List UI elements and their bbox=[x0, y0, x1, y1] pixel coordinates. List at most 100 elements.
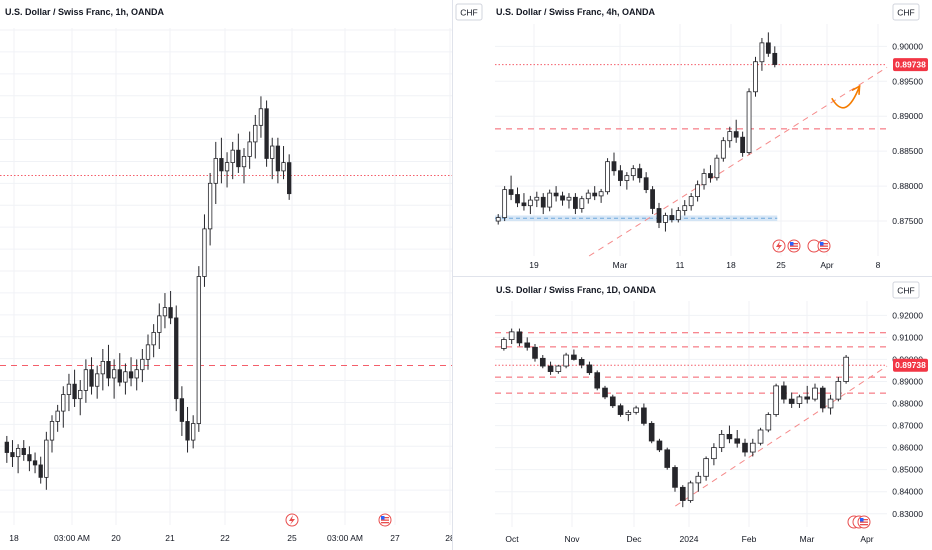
candle bbox=[66, 373, 72, 412]
current-price-badge: 0.89738 bbox=[893, 58, 928, 72]
candle bbox=[592, 186, 598, 201]
candle bbox=[128, 357, 134, 387]
candle bbox=[134, 359, 139, 391]
candle bbox=[123, 363, 128, 395]
candle bbox=[117, 353, 122, 387]
candle bbox=[185, 406, 190, 453]
candle bbox=[21, 440, 26, 461]
x-tick-label: Mar bbox=[613, 260, 628, 270]
candle bbox=[202, 214, 207, 287]
chart-title: U.S. Dollar / Swiss Franc, 1D, OANDA bbox=[496, 285, 657, 295]
candle bbox=[61, 386, 66, 428]
candle bbox=[687, 480, 694, 503]
candle bbox=[563, 352, 569, 369]
candle bbox=[624, 172, 630, 190]
currency-badge[interactable]: CHF bbox=[455, 3, 483, 21]
flash-event-icon[interactable] bbox=[285, 513, 299, 527]
candle bbox=[579, 195, 585, 213]
candle bbox=[656, 202, 662, 229]
y-tick-label: 0.85000 bbox=[892, 465, 923, 475]
current-price-label: 0.89738 bbox=[895, 60, 926, 70]
candle bbox=[835, 377, 842, 402]
us-flag-event-icon-group[interactable] bbox=[807, 239, 831, 253]
candle bbox=[843, 355, 849, 384]
chart-1d[interactable]: U.S. Dollar / Swiss Franc, 1D, OANDA CHF… bbox=[453, 277, 932, 550]
candle bbox=[753, 56, 758, 97]
candle bbox=[534, 191, 540, 208]
y-tick-label: 0.87000 bbox=[892, 421, 923, 431]
y-tick-label: 0.88500 bbox=[892, 146, 923, 156]
candle bbox=[140, 348, 145, 383]
vertical-divider bbox=[452, 0, 453, 550]
candle bbox=[578, 357, 585, 369]
us-flag-event-icon[interactable] bbox=[378, 513, 392, 527]
candle bbox=[27, 446, 32, 472]
us-flag-event-icon[interactable] bbox=[787, 239, 801, 253]
y-tick-label: 0.87500 bbox=[892, 216, 923, 226]
x-tick-label: 8 bbox=[876, 260, 881, 270]
candle bbox=[765, 32, 771, 57]
x-tick-label: 19 bbox=[529, 260, 539, 270]
candle bbox=[571, 349, 577, 361]
candle bbox=[598, 188, 604, 203]
candle bbox=[281, 146, 286, 180]
candle bbox=[15, 444, 21, 474]
flash-event-icon[interactable] bbox=[772, 239, 786, 253]
candle bbox=[516, 328, 523, 347]
candle bbox=[609, 394, 616, 408]
candle bbox=[727, 126, 733, 148]
candle bbox=[44, 431, 49, 490]
candle bbox=[508, 328, 515, 344]
candle bbox=[275, 137, 281, 184]
candle bbox=[151, 324, 156, 358]
candle bbox=[174, 305, 179, 412]
candle bbox=[191, 415, 196, 449]
candle bbox=[219, 137, 224, 184]
candle bbox=[111, 359, 117, 399]
candle bbox=[611, 152, 617, 176]
candle bbox=[648, 421, 655, 444]
candle bbox=[32, 452, 38, 474]
candle bbox=[145, 334, 151, 370]
candle bbox=[213, 141, 218, 205]
candle bbox=[682, 200, 688, 216]
candle bbox=[781, 381, 787, 404]
currency-badge-right[interactable]: CHF bbox=[892, 3, 920, 21]
chart-4h[interactable]: U.S. Dollar / Swiss Franc, 4h, OANDA CHF… bbox=[453, 0, 932, 276]
candle bbox=[679, 485, 686, 508]
x-tick-label: Apr bbox=[820, 260, 833, 270]
x-tick-label: Dec bbox=[626, 534, 642, 544]
candle bbox=[547, 361, 554, 375]
x-tick-label: 11 bbox=[676, 260, 685, 270]
us-flag-event-icon-group[interactable] bbox=[847, 515, 871, 529]
candle bbox=[553, 186, 559, 202]
candle bbox=[637, 163, 643, 183]
candle bbox=[720, 137, 726, 162]
projection-arrow[interactable] bbox=[831, 85, 861, 109]
candle bbox=[49, 415, 55, 453]
candle bbox=[669, 208, 675, 223]
candle bbox=[734, 429, 741, 448]
chart-1h[interactable]: U.S. Dollar / Swiss Franc, 1h, OANDA 0.9… bbox=[0, 0, 452, 550]
candle bbox=[711, 443, 717, 466]
candle bbox=[55, 404, 60, 432]
candle bbox=[270, 137, 275, 180]
candle bbox=[757, 427, 764, 446]
candle bbox=[547, 189, 553, 212]
y-tick-label: 0.91000 bbox=[892, 332, 923, 342]
candle bbox=[560, 191, 565, 206]
candle bbox=[701, 168, 707, 190]
candle bbox=[788, 392, 795, 408]
x-tick-label: 25 bbox=[287, 533, 297, 543]
candle bbox=[773, 383, 779, 417]
trend-line[interactable] bbox=[675, 365, 888, 507]
candle bbox=[827, 394, 834, 415]
candle bbox=[168, 290, 173, 325]
candle bbox=[630, 165, 636, 181]
x-tick-label: Mar bbox=[800, 534, 815, 544]
y-tick-label: 0.83000 bbox=[892, 509, 923, 519]
trend-line[interactable] bbox=[588, 66, 888, 257]
x-tick-label: 27 bbox=[390, 533, 400, 543]
x-tick-label: 2024 bbox=[680, 534, 699, 544]
currency-badge[interactable]: CHF bbox=[892, 281, 920, 299]
